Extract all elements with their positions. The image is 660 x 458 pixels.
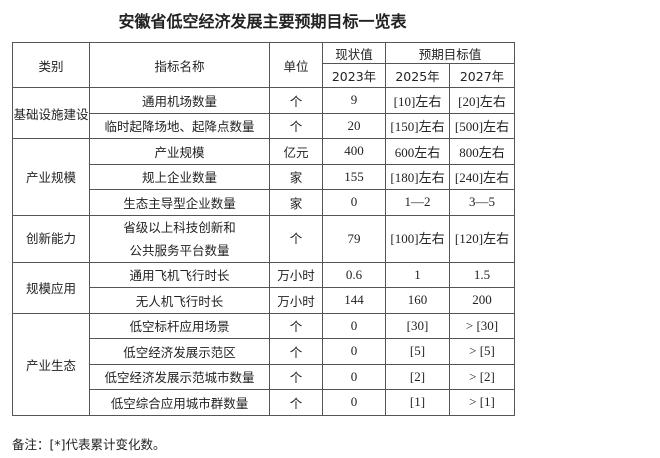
- value-2025-cell: [5]: [385, 338, 450, 365]
- value-2023-cell: 0: [322, 312, 386, 339]
- indicator-cell: 产业规模: [89, 138, 270, 165]
- header-2025: 2025年: [385, 63, 450, 88]
- indicator-cell: 省级以上科技创新和 公共服务平台数量: [89, 214, 270, 263]
- value-2027-cell: [20]左右: [448, 87, 516, 114]
- indicator-cell: 低空经济发展示范城市数量: [89, 363, 270, 390]
- value-2025-cell: 1: [385, 261, 450, 288]
- value-2025-cell: 160: [385, 287, 450, 314]
- header-target: 预期目标值: [384, 42, 516, 64]
- table-row: 规上企业数量家 155 [180]左右 [240]左右: [13, 163, 516, 190]
- value-2023-cell: 144: [322, 287, 386, 314]
- value-2023-cell: 155: [322, 163, 386, 190]
- value-2027-cell: > [2]: [448, 363, 516, 390]
- value-2025-cell: 600左右: [385, 138, 450, 165]
- value-2025-cell: [10]左右: [385, 87, 450, 114]
- category-cell: 产业生态: [12, 312, 90, 416]
- value-2027-cell: > [5]: [448, 338, 516, 365]
- unit-cell: 万小时: [269, 261, 323, 288]
- table-row: 无人机飞行时长 万小时 144 160 200: [13, 287, 516, 314]
- category-cell: 规模应用: [12, 261, 90, 314]
- value-2027-cell: 3—5: [448, 189, 516, 216]
- value-2025-cell: [30]: [385, 312, 450, 339]
- unit-cell: 亿元: [269, 138, 323, 165]
- category-cell: 基础设施建设: [12, 87, 90, 139]
- unit-cell: 个: [269, 389, 323, 416]
- value-2025-cell: 1—2: [385, 189, 450, 216]
- table-row: 基础设施建设 通用机场数量个 9 [10]左右 [20]左右: [12, 87, 516, 139]
- indicator-cell: 生态主导型企业数量: [89, 189, 270, 216]
- header-2027: 2027年: [448, 63, 516, 88]
- value-2023-cell: 0: [322, 363, 386, 390]
- indicator-cell: 低空经济发展示范区: [89, 338, 270, 365]
- table-row: 创新能力 省级以上科技创新和 公共服务平台数量个 79 [100]左右 [120]左右: [12, 214, 516, 263]
- indicator-cell: 低空综合应用城市群数量: [89, 389, 270, 416]
- table-row: 规模应用 通用飞机飞行时长 万小时 0.6 1 1.5: [12, 261, 516, 314]
- category-cell: 创新能力: [12, 214, 90, 263]
- header-indicator: 指标名称: [89, 42, 270, 88]
- unit-cell: 个: [269, 87, 323, 114]
- value-2027-cell: [240]左右: [448, 163, 516, 190]
- value-2027-cell: > [30]: [448, 312, 516, 339]
- table-row: 产业规模 产业规模 亿元 400 600左右 800左右: [12, 138, 516, 216]
- value-2025-cell: [180]左右: [385, 163, 450, 190]
- value-2027-cell: 1.5: [448, 261, 516, 288]
- category-cell: 产业规模: [12, 138, 90, 216]
- unit-cell: 个: [269, 363, 323, 390]
- value-2023-cell: 0: [322, 338, 386, 365]
- value-2027-cell: [500]左右: [448, 112, 516, 139]
- value-2025-cell: [150]左右: [385, 112, 450, 139]
- value-2023-cell: 0: [322, 389, 386, 416]
- indicator-line: 公共服务平台数量: [129, 242, 230, 258]
- value-2023-cell: 400: [322, 138, 386, 165]
- header-category: 类别: [12, 42, 90, 88]
- unit-cell: 家: [269, 163, 323, 190]
- indicator-cell: 通用机场数量: [89, 87, 270, 114]
- table-row: 低空综合应用城市群数量个 0 [1] > [1]: [13, 389, 516, 416]
- page-title: 安徽省低空经济发展主要预期目标一览表: [118, 12, 407, 31]
- table-row: 临时起降场地、起降点数量个 20 [150]左右 [500]左右: [13, 112, 516, 139]
- indicator-cell: 通用飞机飞行时长: [89, 261, 270, 288]
- header-current: 现状值: [322, 42, 386, 64]
- value-2023-cell: 9: [322, 87, 386, 114]
- table-row: 产业生态 低空标杆应用场景个 0 [30] > [30]: [12, 312, 516, 416]
- indicator-cell: 临时起降场地、起降点数量: [89, 112, 270, 139]
- value-2027-cell: [120]左右: [448, 214, 516, 263]
- unit-cell: 万小时: [269, 287, 323, 314]
- indicator-cell: 低空标杆应用场景: [89, 312, 270, 339]
- value-2027-cell: 800左右: [448, 138, 516, 165]
- unit-cell: 家: [269, 189, 323, 216]
- unit-cell: 个: [269, 312, 323, 339]
- indicator-cell: 规上企业数量: [89, 163, 270, 190]
- table-body: 基础设施建设 通用机场数量个 9 [10]左右 [20]左右 临时起降场地、起降点数量个 2…: [12, 87, 516, 416]
- value-2025-cell: [1]: [385, 389, 450, 416]
- value-2023-cell: 0.6: [322, 261, 386, 288]
- indicator-line: 省级以上科技创新和: [123, 219, 236, 235]
- value-2025-cell: [100]左右: [385, 214, 450, 263]
- value-2023-cell: 79: [322, 214, 386, 263]
- value-2027-cell: > [1]: [448, 389, 516, 416]
- header-unit: 单位: [269, 42, 323, 88]
- unit-cell: 个: [269, 112, 323, 139]
- value-2023-cell: 0: [322, 189, 386, 216]
- unit-cell: 个: [269, 338, 323, 365]
- value-2025-cell: [2]: [385, 363, 450, 390]
- header-2023: 2023年: [322, 63, 386, 88]
- value-2023-cell: 20: [322, 112, 386, 139]
- indicator-cell: 无人机飞行时长: [89, 287, 270, 314]
- unit-cell: 个: [269, 214, 323, 263]
- value-2027-cell: 200: [448, 287, 516, 314]
- targets-table: 类别 指标名称 单位 现状值 预期目标值 2023年 2025年 2027年 基…: [12, 42, 516, 416]
- footnote: 备注：[*]代表累计变化数。: [12, 437, 166, 452]
